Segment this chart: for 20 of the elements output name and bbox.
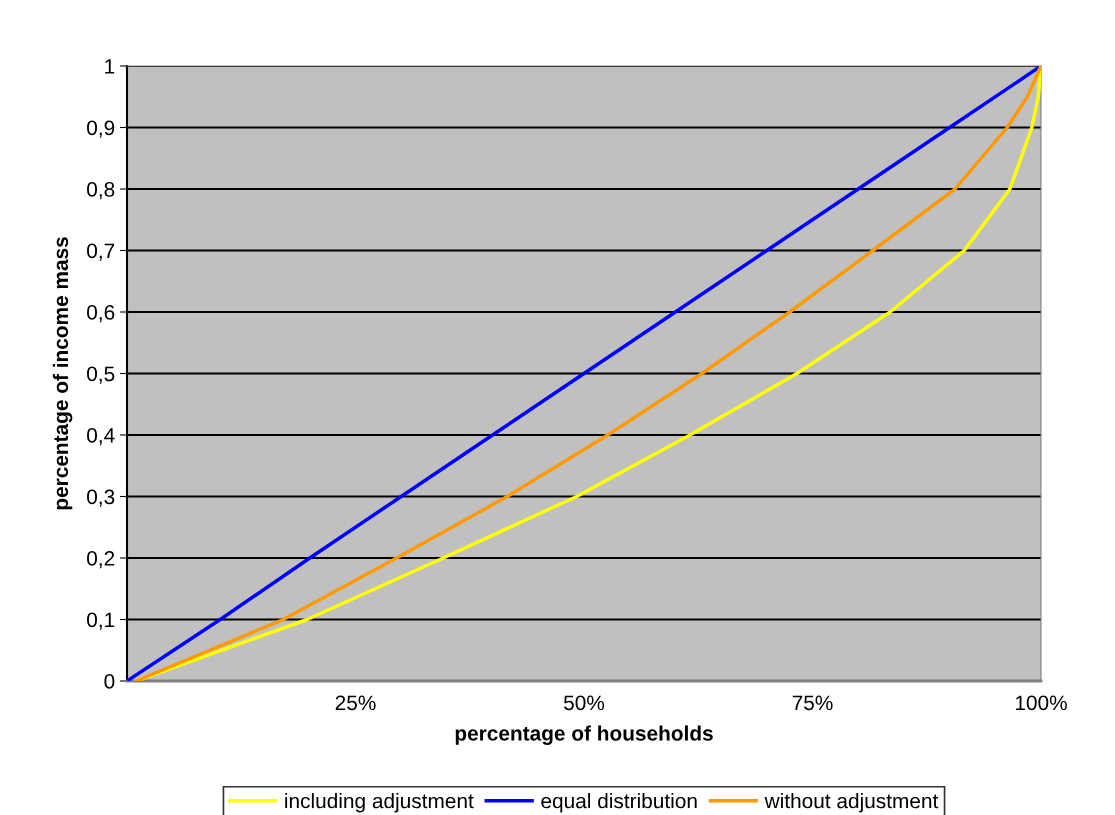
y-tick-label: 0,3 xyxy=(87,489,115,507)
y-tick-label: 0,9 xyxy=(87,120,115,138)
y-axis-title: percentage of income mass xyxy=(52,237,73,510)
x-tick-label: 25% xyxy=(335,695,376,711)
legend-label: without adjustment xyxy=(764,792,939,813)
y-tick-label: 1 xyxy=(105,59,115,74)
y-tick-label: 0,4 xyxy=(87,428,115,446)
y-tick-label: 0,5 xyxy=(87,366,115,384)
x-tick-label: 75% xyxy=(792,695,833,711)
x-tick-label: 100% xyxy=(1015,695,1067,711)
y-tick-label: 0,8 xyxy=(87,182,115,200)
y-tick-label: 0,6 xyxy=(87,305,115,323)
y-tick-label: 0,7 xyxy=(87,243,115,261)
y-tick-label: 0,2 xyxy=(87,551,115,569)
legend-label: equal distribution xyxy=(541,792,697,813)
x-tick-label: 50% xyxy=(563,695,605,711)
legend-label: including adjustment xyxy=(285,792,474,813)
y-tick-label: 0 xyxy=(104,674,115,689)
x-axis-title: percentage of households xyxy=(455,725,713,745)
y-tick-label: 0,1 xyxy=(87,612,115,630)
